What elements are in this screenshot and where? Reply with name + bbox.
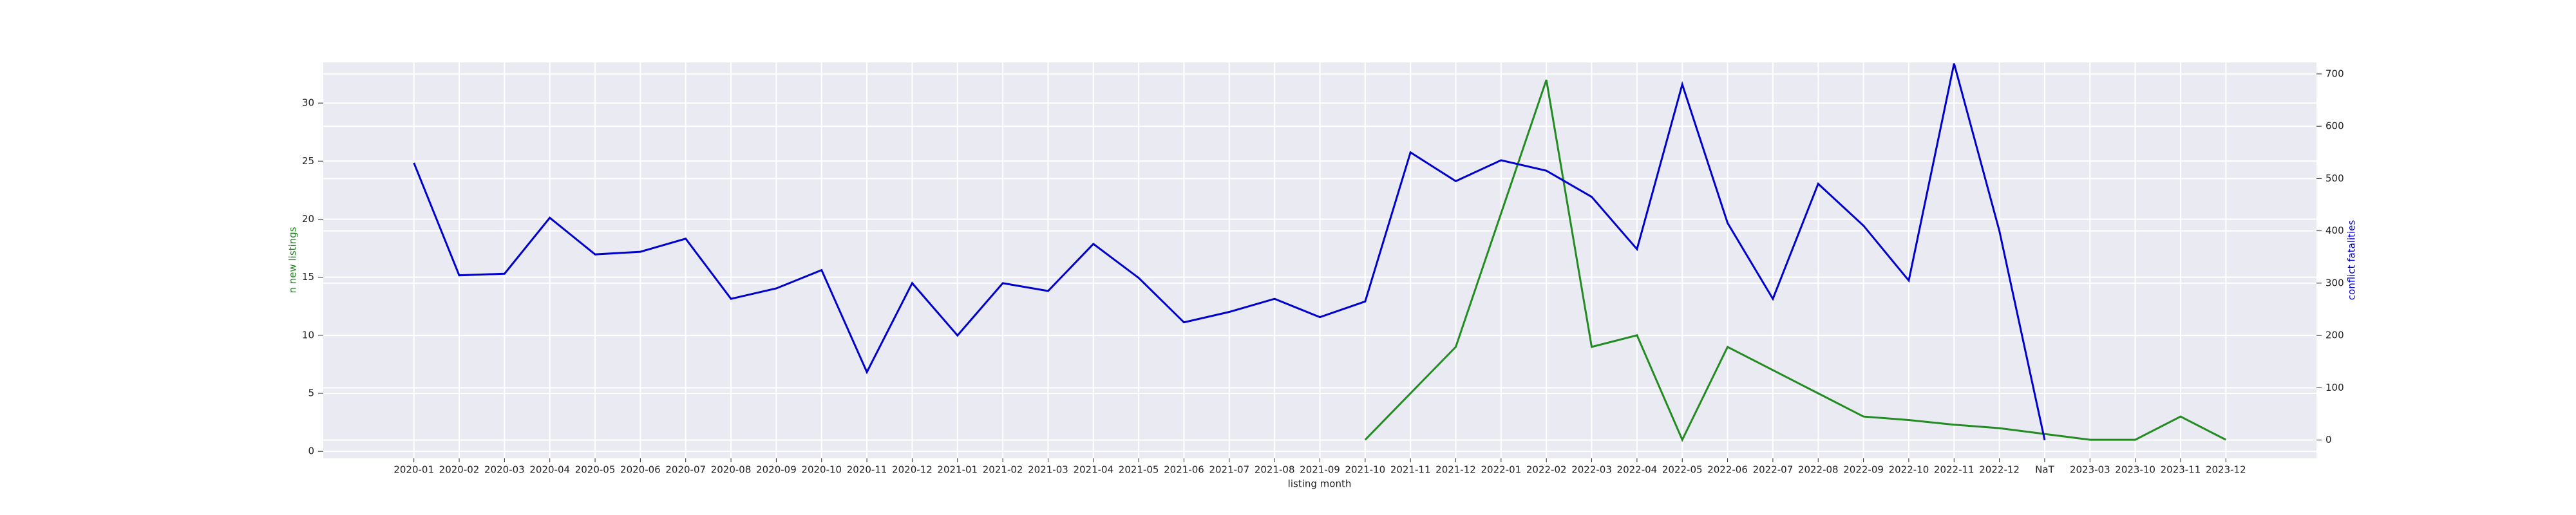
x-tick-label: 2022-03 <box>1571 464 1612 476</box>
x-tick-label: 2020-02 <box>439 464 480 476</box>
y2-tick-label: 400 <box>2325 225 2344 236</box>
x-tick-label: 2023-11 <box>2161 464 2201 476</box>
y2-tick-label: 200 <box>2325 330 2344 341</box>
y2-tick-label: 100 <box>2325 382 2344 393</box>
x-tick-label: 2020-05 <box>575 464 616 476</box>
y-tick-label: 30 <box>302 97 314 109</box>
x-tick-label: 2022-12 <box>1979 464 2020 476</box>
x-tick-label: 2020-10 <box>801 464 842 476</box>
x-tick-label: 2020-08 <box>711 464 752 476</box>
y2-tick-label: 600 <box>2325 120 2344 132</box>
y-tick-label: 25 <box>302 155 314 167</box>
x-tick-label: 2022-06 <box>1707 464 1748 476</box>
series-line <box>1364 79 2227 442</box>
x-tick-label: 2021-08 <box>1255 464 1295 476</box>
x-tick-label: 2020-09 <box>756 464 797 476</box>
x-tick-label: 2021-06 <box>1164 464 1204 476</box>
y2-tick-label: 300 <box>2325 277 2344 288</box>
x-tick-label: 2021-05 <box>1119 464 1159 476</box>
y-tick-label: 5 <box>308 388 314 399</box>
x-tick-label: 2021-04 <box>1073 464 1113 476</box>
x-tick-label: 2021-01 <box>937 464 978 476</box>
x-tick-label: 2023-10 <box>2115 464 2155 476</box>
x-tick-label: 2021-11 <box>1390 464 1431 476</box>
x-tick-label: 2021-10 <box>1345 464 1385 476</box>
x-tick-label: 2022-09 <box>1843 464 1884 476</box>
x-tick-label: 2020-12 <box>892 464 933 476</box>
x-tick-label: 2022-08 <box>1798 464 1839 476</box>
x-tick-label: 2020-01 <box>393 464 434 476</box>
x-tick-label: 2020-03 <box>484 464 525 476</box>
x-tick-label: 2021-09 <box>1300 464 1340 476</box>
x-tick-label: 2023-03 <box>2070 464 2110 476</box>
y2-tick-label: 700 <box>2325 68 2344 79</box>
y-tick-label: 10 <box>302 329 314 341</box>
x-tick-label: 2022-05 <box>1662 464 1703 476</box>
x-tick-label: 2021-02 <box>983 464 1023 476</box>
x-tick-label: 2022-02 <box>1526 464 1567 476</box>
x-tick-label: 2022-04 <box>1617 464 1658 476</box>
x-tick-label: 2020-07 <box>665 464 706 476</box>
y2-axis-label: conflict fatalities <box>2346 220 2358 301</box>
y2-tick-label: 0 <box>2325 434 2332 445</box>
y2-tick-label: 500 <box>2325 173 2344 184</box>
y-tick-label: 15 <box>302 271 314 283</box>
x-tick-label: 2021-03 <box>1028 464 1068 476</box>
x-tick-label: 2022-07 <box>1753 464 1794 476</box>
x-tick-label: 2020-06 <box>620 464 661 476</box>
x-tick-label: 2022-01 <box>1481 464 1522 476</box>
x-tick-label: 2023-12 <box>2206 464 2246 476</box>
x-tick-label: 2020-11 <box>847 464 887 476</box>
x-axis-label: listing month <box>1288 478 1352 490</box>
y-axis-label: n new listings <box>287 227 299 293</box>
series-line <box>413 63 2046 440</box>
x-tick-label: NaT <box>2035 464 2054 476</box>
x-tick-label: 2021-07 <box>1209 464 1249 476</box>
y-tick-label: 20 <box>302 213 314 225</box>
x-tick-label: 2020-04 <box>529 464 570 476</box>
x-tick-label: 2021-12 <box>1435 464 1476 476</box>
x-tick-label: 2022-11 <box>1934 464 1975 476</box>
x-tick-label: 2022-10 <box>1889 464 1929 476</box>
y-tick-label: 0 <box>308 445 314 457</box>
